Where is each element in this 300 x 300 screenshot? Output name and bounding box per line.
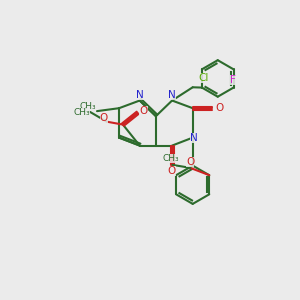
Text: O: O <box>186 157 194 167</box>
Text: O: O <box>100 113 108 123</box>
Text: Cl: Cl <box>198 73 208 82</box>
Text: O: O <box>167 166 175 176</box>
Text: CH₃: CH₃ <box>163 154 179 164</box>
Text: CH₃: CH₃ <box>79 102 96 111</box>
Text: O: O <box>215 103 223 113</box>
Text: N: N <box>168 90 176 100</box>
Text: CH₃: CH₃ <box>73 108 90 117</box>
Text: O: O <box>140 106 148 116</box>
Text: N: N <box>190 133 198 142</box>
Text: F: F <box>230 75 236 85</box>
Text: N: N <box>136 90 144 100</box>
